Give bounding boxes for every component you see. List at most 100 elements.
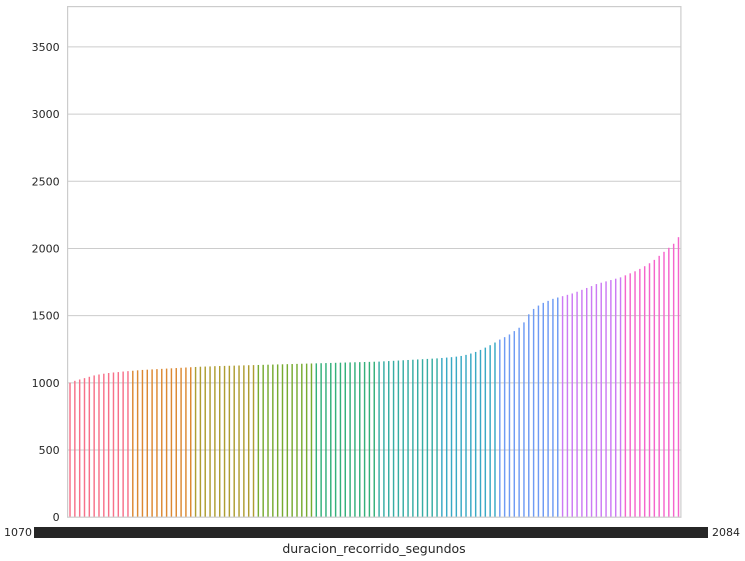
bar: [537, 305, 540, 518]
bar: [392, 360, 395, 518]
bar: [383, 361, 385, 518]
bar: [199, 366, 202, 518]
bar: [228, 365, 231, 518]
bar: [349, 362, 351, 518]
y-tick-label: 500: [39, 444, 60, 457]
bar: [581, 289, 583, 518]
bar: [146, 369, 149, 518]
bar: [209, 366, 211, 518]
bar: [373, 361, 375, 518]
bar: [499, 339, 501, 518]
bar: [204, 366, 206, 518]
bar: [88, 376, 91, 518]
bar: [653, 259, 656, 518]
bar: [629, 273, 631, 518]
y-tick-label: 0: [53, 511, 60, 524]
bar: [547, 300, 549, 518]
bar: [518, 327, 520, 518]
bar: [141, 369, 144, 518]
bar: [238, 365, 240, 518]
bar: [301, 363, 303, 518]
x-tick-label-cluster: [34, 527, 708, 538]
bar: [668, 247, 670, 518]
bar: [634, 271, 636, 518]
bar: [426, 358, 429, 518]
bar: [658, 255, 660, 518]
bar: [320, 363, 322, 518]
bar: [69, 382, 71, 518]
bar: [610, 280, 612, 518]
bar: [494, 342, 496, 518]
y-tick-label: 2000: [32, 242, 60, 255]
x-tick-labels: 1070 2084: [4, 526, 740, 539]
bar: [503, 337, 506, 518]
bar: [117, 372, 120, 518]
bar: [523, 322, 525, 518]
bar: [83, 378, 86, 518]
bar: [334, 362, 337, 518]
bar: [344, 362, 346, 518]
bar: [190, 367, 192, 518]
bar: [339, 362, 342, 518]
bar: [561, 296, 564, 518]
bar: [421, 359, 424, 518]
bar: [243, 365, 245, 518]
bar: [407, 359, 409, 518]
bar: [165, 368, 168, 518]
bar: [571, 293, 573, 518]
bar: [455, 356, 458, 518]
bar: [513, 331, 516, 518]
bar: [648, 263, 651, 518]
bar: [151, 369, 153, 518]
bar: [233, 365, 235, 518]
bar: [552, 298, 554, 518]
bar: [305, 363, 308, 518]
bar: [132, 370, 134, 518]
bar: [474, 351, 477, 518]
bar: [296, 363, 298, 518]
bar: [489, 345, 491, 518]
bar: [508, 334, 511, 518]
bar: [194, 366, 197, 518]
gridlines: [67, 46, 681, 451]
bar: [532, 308, 535, 518]
bar: [257, 364, 260, 518]
x-tick-label-first: 1070: [4, 526, 32, 539]
bar: [170, 368, 173, 518]
y-tick-label: 3500: [32, 41, 60, 54]
bar: [590, 286, 593, 518]
bar: [214, 366, 216, 518]
bar: [315, 363, 318, 518]
bar: [557, 297, 559, 518]
bar: [218, 366, 221, 518]
bar: [595, 284, 598, 518]
bar: [112, 372, 115, 518]
bar: [416, 359, 419, 518]
bar: [450, 357, 453, 518]
bar: [388, 361, 390, 518]
bar: [175, 368, 177, 518]
bar: [247, 365, 250, 518]
bar: [542, 302, 544, 518]
bar: [586, 287, 588, 518]
bar: [93, 375, 95, 518]
y-tick-label: 1500: [32, 310, 60, 323]
bar: [180, 367, 182, 518]
bar: [262, 364, 264, 518]
bar: [276, 364, 279, 518]
bar: [78, 379, 81, 518]
bar: [136, 370, 139, 518]
bar: [460, 355, 462, 518]
x-tick-label-last: 2084: [712, 526, 740, 539]
bar: [368, 361, 371, 518]
bar: [663, 251, 665, 518]
bar: [272, 364, 274, 518]
bar: [330, 362, 332, 518]
bar: [672, 243, 675, 518]
bar: [122, 371, 124, 518]
bar: [103, 373, 105, 518]
bar: [605, 281, 607, 518]
y-tick-label: 2500: [32, 175, 60, 188]
bar: [74, 380, 76, 518]
